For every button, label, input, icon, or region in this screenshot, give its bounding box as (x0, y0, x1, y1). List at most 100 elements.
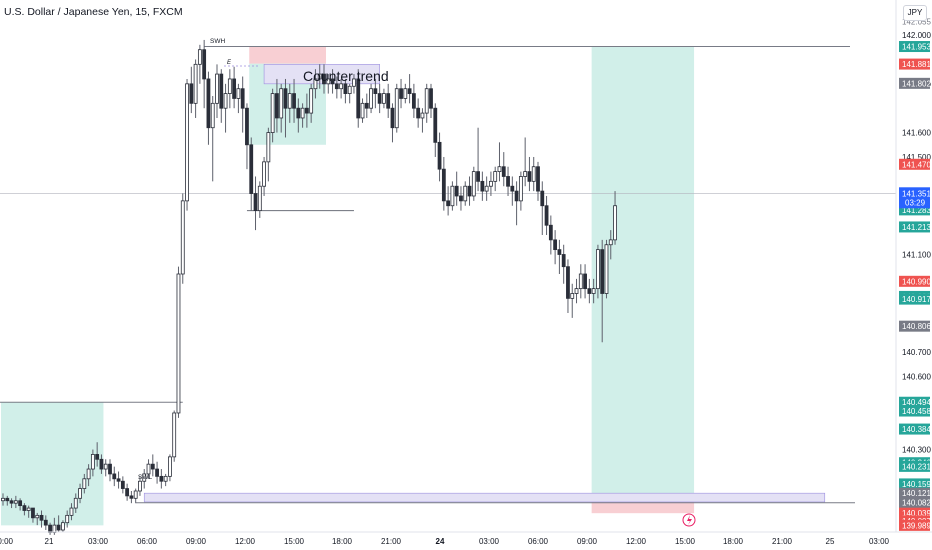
swh-liquidity-band[interactable] (263, 64, 380, 85)
candle[interactable] (257, 181, 262, 218)
candle[interactable] (150, 454, 155, 477)
candle[interactable] (608, 230, 613, 260)
candle[interactable] (334, 76, 339, 99)
candle[interactable] (180, 193, 185, 284)
candle[interactable] (300, 103, 305, 128)
candle[interactable] (108, 459, 112, 482)
currency-button[interactable]: JPY (903, 5, 927, 21)
candle[interactable] (604, 239, 609, 299)
candle[interactable] (215, 64, 219, 118)
candle[interactable] (159, 469, 164, 489)
price-label[interactable]: 140.039 (899, 507, 931, 519)
candle[interactable] (352, 74, 356, 94)
price-label[interactable]: 141.881 (899, 58, 931, 70)
candle[interactable] (13, 495, 18, 509)
current-price-box[interactable] (899, 187, 930, 209)
long-position-zone-0[interactable] (1, 402, 104, 526)
price-label[interactable]: 140.384 (899, 423, 931, 435)
candle[interactable] (133, 488, 138, 504)
candle[interactable] (390, 103, 395, 143)
candle[interactable] (587, 278, 592, 304)
candle[interactable] (279, 83, 284, 133)
candle[interactable] (471, 166, 476, 201)
candle[interactable] (95, 442, 100, 467)
candle[interactable] (536, 161, 540, 201)
candle[interactable] (446, 186, 451, 216)
candle[interactable] (570, 283, 575, 318)
candle[interactable] (317, 64, 322, 89)
candle[interactable] (138, 476, 142, 496)
candle[interactable] (185, 78, 189, 211)
lightning-icon[interactable] (682, 513, 696, 527)
candle[interactable] (548, 215, 553, 255)
price-label[interactable]: 140.159 (899, 478, 931, 490)
candle[interactable] (163, 473, 168, 487)
candle[interactable] (364, 93, 369, 118)
candle[interactable] (433, 103, 438, 157)
candle[interactable] (172, 410, 177, 462)
candle[interactable] (193, 59, 198, 118)
candle[interactable] (506, 166, 510, 196)
candle[interactable] (561, 244, 566, 284)
candle[interactable] (82, 473, 87, 494)
candle[interactable] (591, 278, 596, 304)
candle[interactable] (78, 483, 82, 504)
candle[interactable] (377, 83, 382, 114)
candle[interactable] (296, 98, 301, 133)
price-label[interactable]: 140.806 (899, 320, 931, 332)
candle[interactable] (236, 83, 241, 114)
candle[interactable] (155, 461, 159, 484)
candle[interactable] (600, 239, 605, 343)
candle[interactable] (116, 471, 121, 489)
candle[interactable] (489, 171, 493, 196)
candle[interactable] (424, 83, 429, 123)
candle[interactable] (450, 181, 455, 211)
candle[interactable] (454, 171, 459, 206)
candle[interactable] (369, 83, 373, 114)
candle[interactable] (596, 244, 600, 299)
candle[interactable] (26, 505, 31, 518)
candle[interactable] (514, 181, 519, 226)
price-label[interactable]: 141.283 (899, 204, 931, 216)
candle[interactable] (270, 88, 275, 143)
candle[interactable] (399, 78, 403, 109)
candle[interactable] (382, 88, 386, 109)
candle[interactable] (206, 71, 211, 145)
candle[interactable] (518, 171, 523, 211)
candle[interactable] (467, 176, 472, 206)
price-label[interactable]: 141.470 (899, 158, 931, 170)
candle[interactable] (283, 78, 288, 138)
candle[interactable] (420, 108, 425, 133)
candle[interactable] (476, 127, 480, 192)
candle[interactable] (125, 483, 130, 501)
candle[interactable] (253, 176, 258, 231)
candle[interactable] (197, 44, 202, 84)
candle[interactable] (31, 507, 35, 523)
candle[interactable] (339, 78, 344, 99)
price-label[interactable]: 142.055 (902, 18, 931, 27)
candle[interactable] (501, 152, 506, 187)
candle[interactable] (146, 459, 151, 479)
candle[interactable] (493, 166, 498, 192)
candle[interactable] (386, 83, 391, 118)
candle[interactable] (343, 78, 348, 104)
candle[interactable] (287, 83, 292, 123)
candle[interactable] (527, 156, 532, 192)
candle[interactable] (120, 476, 125, 494)
candle[interactable] (129, 490, 134, 504)
price-label[interactable]: 140.990 (899, 275, 931, 287)
candle[interactable] (202, 39, 207, 109)
candle[interactable] (480, 171, 485, 201)
candle[interactable] (553, 230, 558, 265)
price-label[interactable]: 140.458 (899, 405, 931, 417)
candle[interactable] (5, 495, 10, 506)
price-label[interactable]: 141.213 (899, 221, 931, 233)
candle[interactable] (407, 74, 412, 104)
counter-trend-risk-zone[interactable] (249, 46, 326, 64)
candle[interactable] (544, 195, 549, 235)
candle[interactable] (18, 498, 23, 511)
price-label[interactable]: 140.917 (899, 293, 931, 305)
candle[interactable] (142, 469, 147, 489)
candle[interactable] (262, 156, 266, 196)
candle[interactable] (65, 510, 70, 528)
